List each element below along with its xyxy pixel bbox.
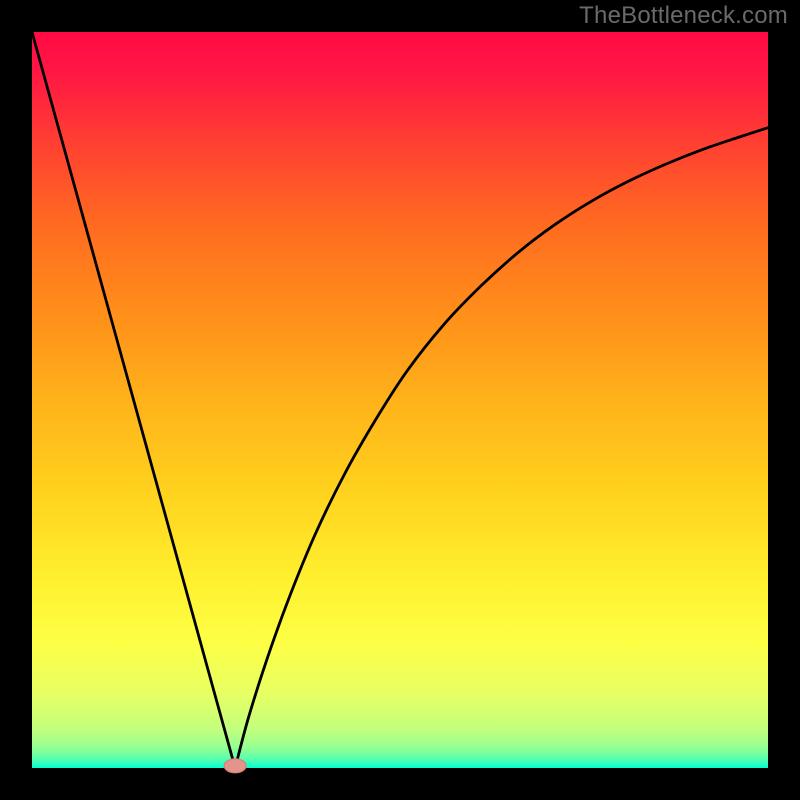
bottleneck-chart [0,0,800,800]
watermark-text: TheBottleneck.com [579,2,788,30]
chart-container: TheBottleneck.com [0,0,800,800]
chart-gradient-bg [32,32,768,768]
optimal-point-marker [224,759,246,773]
